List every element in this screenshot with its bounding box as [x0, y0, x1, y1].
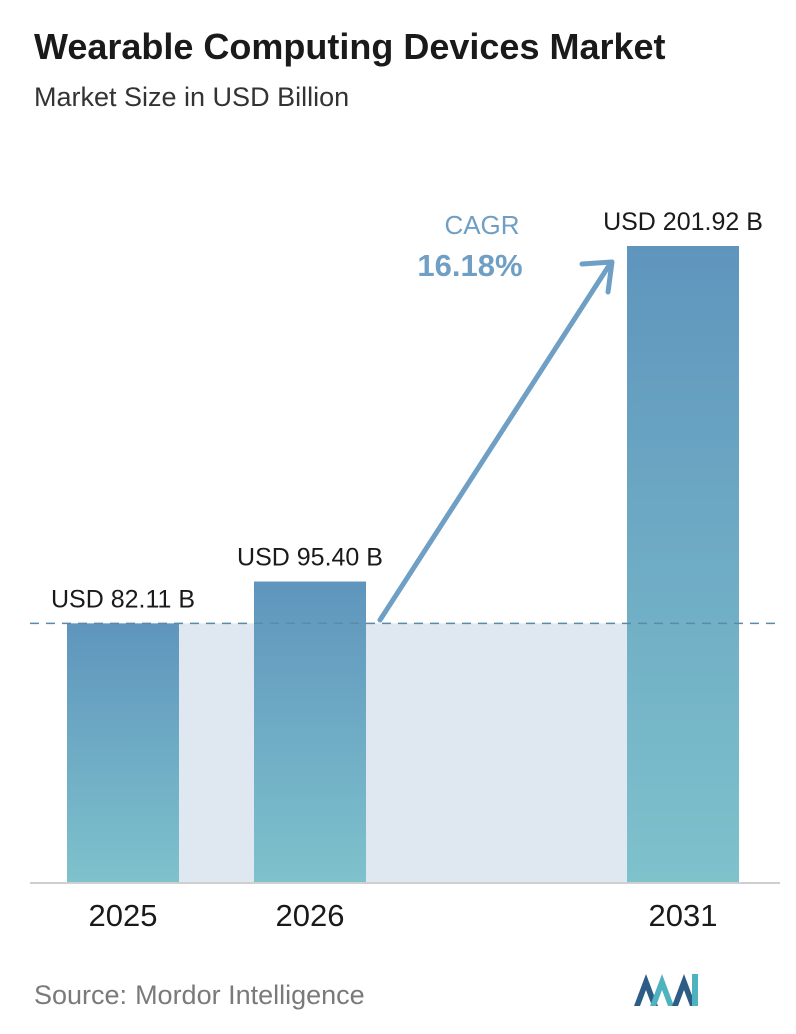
chart-subtitle: Market Size in USD Billion: [34, 82, 350, 112]
source-label: Source:: [34, 980, 128, 1010]
cagr-arrow: [377, 261, 613, 623]
bar-chart: USD 82.11 B 2025 USD 95.40 B 2026 USD 201.92…: [30, 208, 780, 933]
data-label-2031: USD 201.92 B: [603, 208, 763, 236]
category-label-2025: 2025: [89, 898, 158, 933]
source-value: Mordor Intelligence: [135, 980, 365, 1010]
mordor-intelligence-logo-icon: [634, 974, 698, 1006]
chart-title: Wearable Computing Devices Market: [34, 26, 666, 67]
cagr-label: CAGR: [444, 210, 519, 240]
bar-2025: [67, 623, 179, 882]
bar-2031: [627, 246, 739, 882]
bar-2026: [254, 581, 366, 882]
category-label-2031: 2031: [649, 898, 718, 933]
data-label-2026: USD 95.40 B: [237, 544, 383, 572]
cagr-value: 16.18%: [417, 248, 522, 283]
data-label-2025: USD 82.11 B: [51, 585, 195, 613]
cagr-arrow-head: [579, 259, 615, 295]
category-label-2026: 2026: [276, 898, 345, 933]
source-note: Source: Mordor Intelligence: [34, 980, 365, 1011]
